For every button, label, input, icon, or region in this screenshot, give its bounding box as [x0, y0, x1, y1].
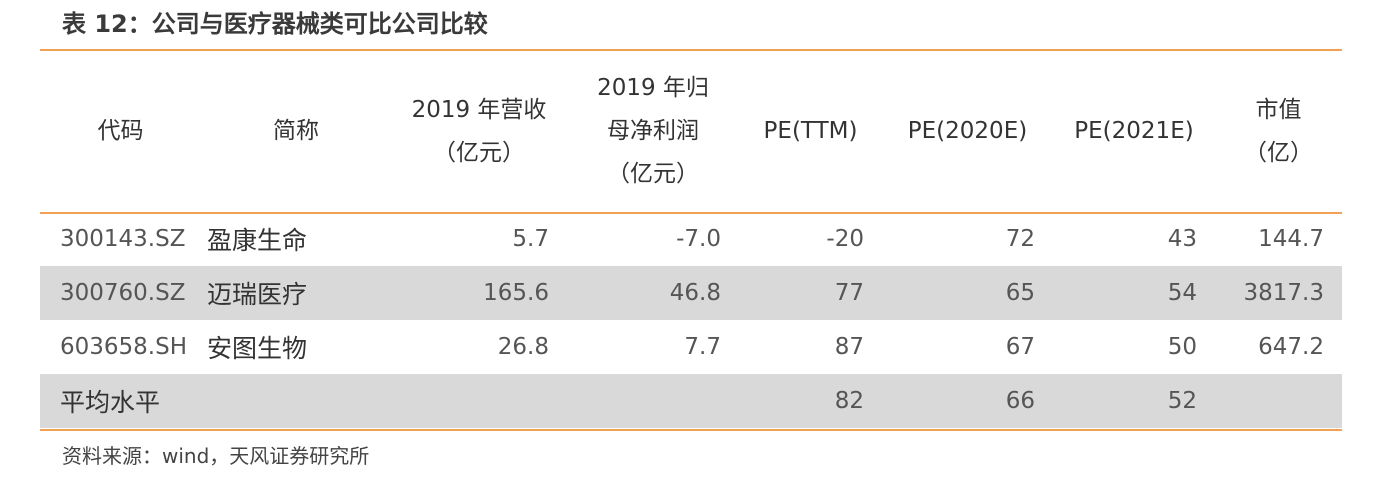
average-mv-empty [1215, 374, 1342, 428]
row-revenue: 5.7 [512, 226, 549, 252]
row-name: 迈瑞医疗 [201, 266, 391, 320]
table-row: 603658.SH 安图生物 26.8 7.7 87 67 50 647.2 [40, 320, 1342, 374]
average-pe-2021e: 52 [1053, 374, 1215, 428]
header-name: 简称 [273, 118, 319, 144]
row-revenue: 165.6 [391, 266, 567, 320]
header-rule [40, 212, 1342, 214]
header-row: 代码 简称 2019 年营收 （亿元） 2019 年归 母净利润 （亿元） PE… [40, 51, 1342, 212]
row-code: 300143.SZ [60, 226, 186, 252]
row-pe-2021e: 54 [1053, 266, 1215, 320]
row-pe-2020e: 72 [1005, 226, 1035, 252]
row-pe-2020e: 65 [882, 266, 1053, 320]
row-pe-2020e: 67 [1005, 334, 1035, 360]
average-label: 平均水平 [40, 374, 391, 428]
average-pe-2020e: 66 [882, 374, 1053, 428]
header-pe-2020e: PE(2020E) [907, 118, 1028, 144]
header-pe-2021e: PE(2021E) [1074, 118, 1194, 144]
table-row: 300760.SZ 迈瑞医疗 165.6 46.8 77 65 54 3817.… [40, 266, 1342, 320]
row-pe-ttm: 87 [834, 334, 864, 360]
header-pe-ttm: PE(TTM) [763, 118, 858, 144]
row-pe-2021e: 50 [1167, 334, 1197, 360]
row-market-value: 3817.3 [1215, 266, 1342, 320]
row-pe-2021e: 43 [1167, 226, 1197, 252]
row-market-value: 647.2 [1258, 334, 1324, 360]
average-profit-empty [567, 374, 739, 428]
row-net-profit: 46.8 [567, 266, 739, 320]
average-row: 平均水平 82 66 52 [40, 374, 1342, 428]
row-revenue: 26.8 [497, 334, 549, 360]
table-row: 300143.SZ 盈康生命 5.7 -7.0 -20 72 43 144.7 [40, 212, 1342, 266]
header-revenue: 2019 年营收 （亿元） [411, 96, 547, 166]
header-code: 代码 [97, 118, 144, 144]
source-note: 资料来源：wind，天风证券研究所 [62, 444, 370, 468]
top-rule [40, 49, 1342, 51]
average-pe-ttm: 82 [739, 374, 882, 428]
table-title: 表 12：公司与医疗器械类可比公司比较 [62, 10, 488, 38]
average-revenue-empty [391, 374, 567, 428]
bottom-rule [40, 429, 1342, 431]
row-net-profit: -7.0 [676, 226, 721, 252]
comparison-table: 代码 简称 2019 年营收 （亿元） 2019 年归 母净利润 （亿元） PE… [40, 51, 1342, 428]
row-pe-ttm: 77 [739, 266, 882, 320]
header-market-value: 市值 （亿） [1244, 96, 1313, 166]
row-name: 盈康生命 [207, 226, 308, 255]
header-net-profit: 2019 年归 母净利润 （亿元） [597, 75, 709, 187]
row-pe-ttm: -20 [826, 226, 864, 252]
row-code: 603658.SH [60, 334, 188, 360]
row-market-value: 144.7 [1258, 226, 1324, 252]
row-name: 安图生物 [207, 334, 308, 363]
row-net-profit: 7.7 [684, 334, 721, 360]
row-code: 300760.SZ [40, 266, 201, 320]
